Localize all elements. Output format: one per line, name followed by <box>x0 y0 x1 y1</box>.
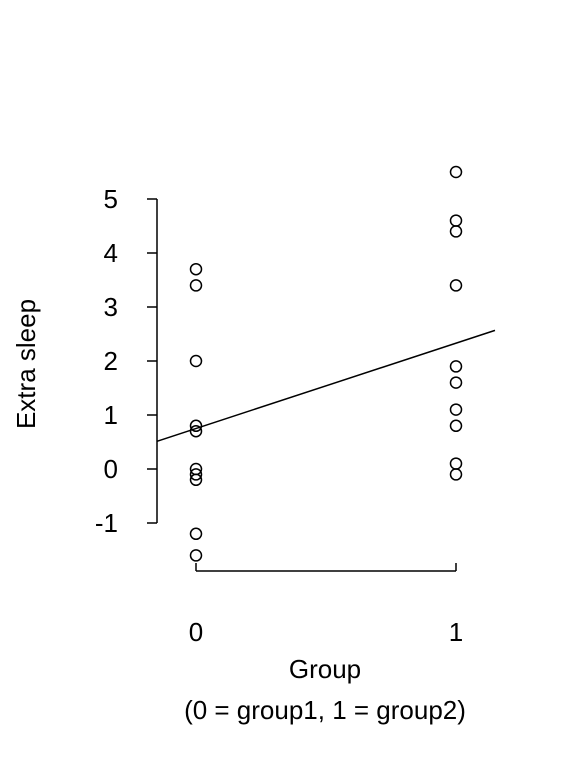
x-tick-label: 0 <box>189 617 203 647</box>
x-tick-label: 1 <box>449 617 463 647</box>
data-point-series-1 <box>189 468 203 481</box>
data-points <box>189 165 463 562</box>
data-point-series-2 <box>449 457 463 470</box>
data-point-series-2 <box>449 214 463 227</box>
y-tick-label: -1 <box>95 508 118 538</box>
data-point-series-1 <box>189 462 203 476</box>
y-tick-label: 3 <box>104 292 118 322</box>
data-point-series-1 <box>189 279 203 292</box>
data-point-series-2 <box>449 419 463 433</box>
data-point-series-2 <box>449 403 463 416</box>
data-point-series-2 <box>449 360 463 373</box>
data-point-series-2 <box>449 225 463 238</box>
y-tick-label: 0 <box>104 454 118 484</box>
x-axis-subtitle: (0 = group1, 1 = group2) <box>184 695 466 725</box>
data-point-series-2 <box>449 165 463 179</box>
regression-line <box>156 329 496 443</box>
data-point-series-1 <box>189 262 203 276</box>
x-axis-title: Group <box>289 654 361 684</box>
data-point-series-2 <box>449 376 463 389</box>
y-tick-label: 2 <box>104 346 118 376</box>
y-tick-label: 4 <box>104 238 118 268</box>
y-tick-label: 5 <box>104 184 118 214</box>
data-point-series-1 <box>189 419 203 433</box>
data-point-series-1 <box>189 527 203 541</box>
y-tick-label: 1 <box>104 400 118 430</box>
data-point-series-2 <box>449 468 463 481</box>
regression-line-group <box>156 329 496 443</box>
y-axis: -1 0 1 2 3 4 5 <box>95 184 158 538</box>
data-point-series-1 <box>189 424 203 438</box>
data-point-series-1 <box>189 549 203 562</box>
y-axis-title: Extra sleep <box>11 299 41 429</box>
data-point-series-1 <box>189 354 203 368</box>
data-point-series-2 <box>449 279 463 292</box>
